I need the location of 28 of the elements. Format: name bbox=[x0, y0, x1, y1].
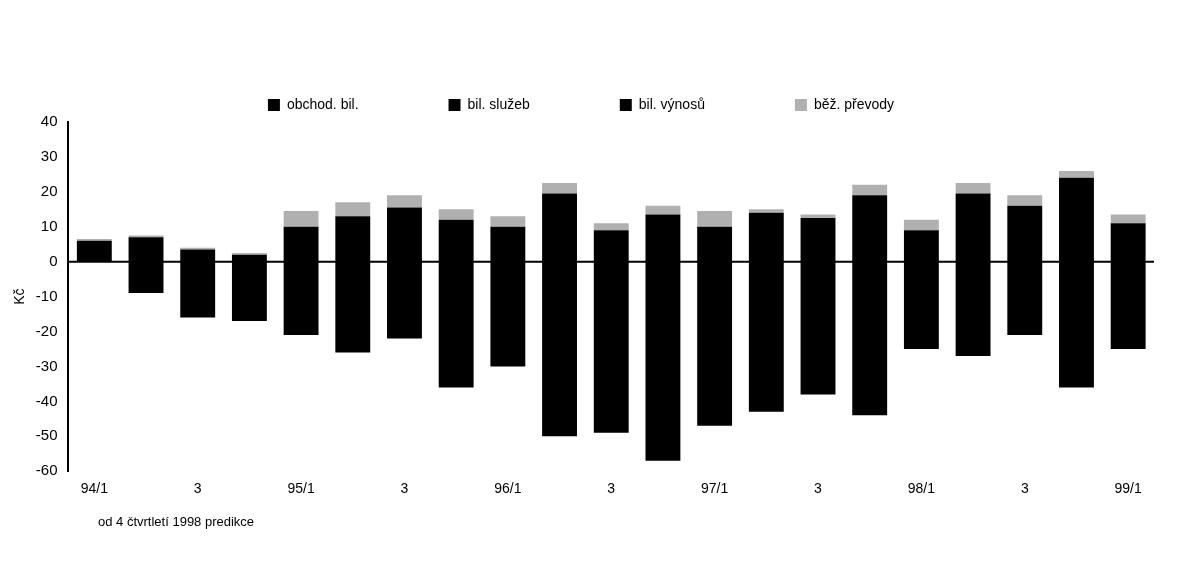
x-tick-label: 95/1 bbox=[287, 480, 315, 497]
y-tick-label: -30 bbox=[35, 356, 58, 374]
y-tick-label: 40 bbox=[40, 112, 58, 130]
y-tick-label: -20 bbox=[35, 321, 58, 339]
legend-label: běž. převody bbox=[813, 95, 895, 112]
y-tick-label: 0 bbox=[49, 251, 58, 269]
x-tick-label: 94/1 bbox=[80, 480, 109, 497]
y-tick-label: -50 bbox=[35, 426, 58, 444]
x-tick-label: 3 bbox=[400, 480, 409, 497]
y-axis-title: Kč bbox=[11, 288, 28, 305]
legend-label: bil. výnosů bbox=[638, 95, 705, 112]
x-tick-label: 3 bbox=[193, 480, 202, 497]
y-tick-label: -60 bbox=[35, 461, 58, 479]
x-tick-label: 3 bbox=[814, 480, 823, 497]
y-tick-label: 10 bbox=[40, 216, 58, 234]
x-tick-label: 3 bbox=[1020, 480, 1029, 497]
x-tick-label: 3 bbox=[607, 480, 616, 497]
x-tick-label: 98/1 bbox=[907, 480, 936, 497]
x-tick-label: 99/1 bbox=[1114, 480, 1142, 497]
x-tick-label: 96/1 bbox=[494, 480, 522, 497]
y-tick-label: 30 bbox=[40, 147, 58, 165]
y-tick-label: -10 bbox=[35, 286, 58, 304]
text: od 4 čtvrtletí 1998 predikce bbox=[98, 514, 256, 529]
legend-label: obchod. bil. bbox=[286, 95, 359, 112]
y-tick-label: 20 bbox=[40, 181, 58, 199]
legend-label: bil. služeb bbox=[467, 95, 530, 112]
y-tick-label: -40 bbox=[35, 391, 58, 409]
x-tick-label: 97/1 bbox=[701, 480, 729, 497]
